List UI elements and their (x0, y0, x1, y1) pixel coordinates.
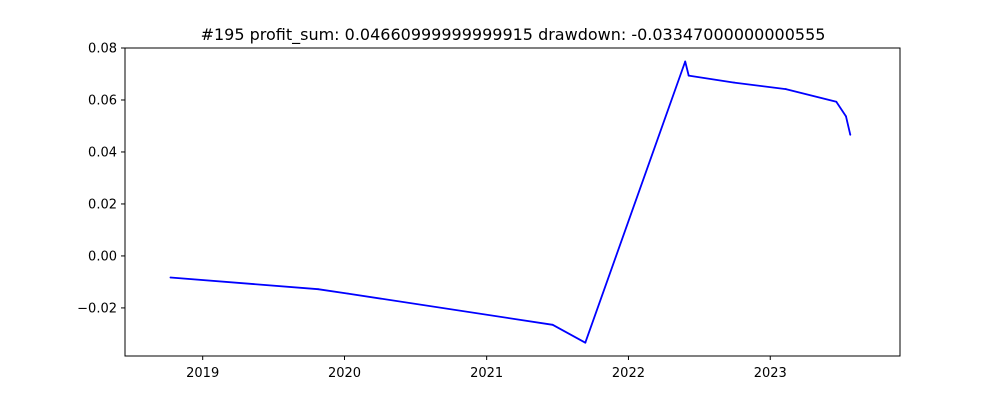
x-tick-label: 2021 (470, 366, 503, 381)
x-tick-label: 2023 (754, 366, 787, 381)
y-tick-label: 0.08 (88, 42, 117, 57)
plot-frame (124, 47, 901, 357)
series-point (684, 60, 687, 63)
x-tick-label: 2022 (612, 366, 645, 381)
series-point (584, 341, 587, 344)
y-tick-label: 0.06 (88, 93, 117, 108)
series-point (551, 323, 554, 326)
series-point (845, 115, 847, 118)
series-point (733, 81, 736, 84)
series-point (687, 74, 690, 77)
series-point (784, 88, 787, 90)
series-layer (169, 60, 852, 344)
series-line (170, 60, 852, 344)
series-point (347, 292, 349, 295)
series-point (849, 133, 852, 136)
series-point (169, 276, 172, 279)
chart-title: #195 profit_sum: 0.04660999999999915 dra… (201, 25, 826, 45)
y-tick-label: 0.02 (88, 197, 117, 212)
x-tick-label: 2019 (186, 366, 219, 381)
y-tick-label: −0.02 (77, 301, 117, 316)
series-point (317, 288, 319, 291)
ticks-layer: 2019 2020 2021 2022 2023 0.08 0.06 0.04 0.02 0.00… (77, 42, 787, 382)
y-tick-label: 0.00 (88, 249, 117, 264)
series-point (835, 100, 838, 103)
x-tick-label: 2020 (328, 366, 361, 381)
y-tick-label: 0.04 (88, 145, 117, 160)
